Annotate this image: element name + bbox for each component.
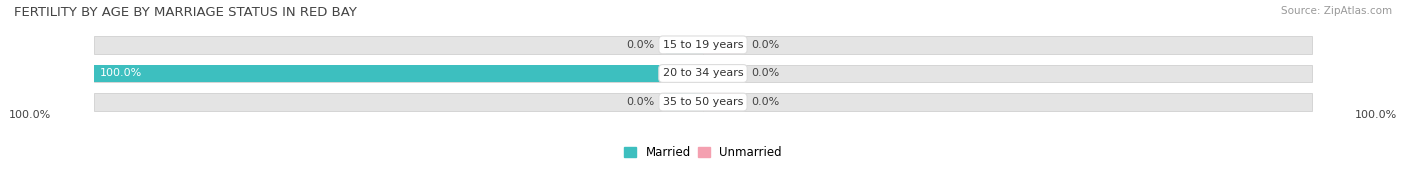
Bar [703,36,1312,54]
Bar [666,93,703,111]
Bar [666,65,703,82]
Bar [94,36,703,54]
Text: 20 to 34 years: 20 to 34 years [662,68,744,78]
Text: 100.0%: 100.0% [100,68,142,78]
Bar [703,93,1312,111]
Text: FERTILITY BY AGE BY MARRIAGE STATUS IN RED BAY: FERTILITY BY AGE BY MARRIAGE STATUS IN R… [14,6,357,19]
Bar [703,65,1312,82]
Bar [94,93,703,111]
Bar [94,65,703,82]
Text: 0.0%: 0.0% [752,68,780,78]
Bar [703,36,740,54]
Text: 100.0%: 100.0% [8,110,51,120]
Text: 100.0%: 100.0% [1355,110,1398,120]
Legend: Married, Unmarried: Married, Unmarried [620,141,786,164]
Text: 0.0%: 0.0% [752,40,780,50]
Bar [94,65,703,82]
Text: 15 to 19 years: 15 to 19 years [662,40,744,50]
Text: 35 to 50 years: 35 to 50 years [662,97,744,107]
Text: 0.0%: 0.0% [626,97,654,107]
Bar [703,93,740,111]
Bar [703,65,740,82]
Text: Source: ZipAtlas.com: Source: ZipAtlas.com [1281,6,1392,16]
Text: 0.0%: 0.0% [626,40,654,50]
Bar [666,36,703,54]
Text: 0.0%: 0.0% [752,97,780,107]
